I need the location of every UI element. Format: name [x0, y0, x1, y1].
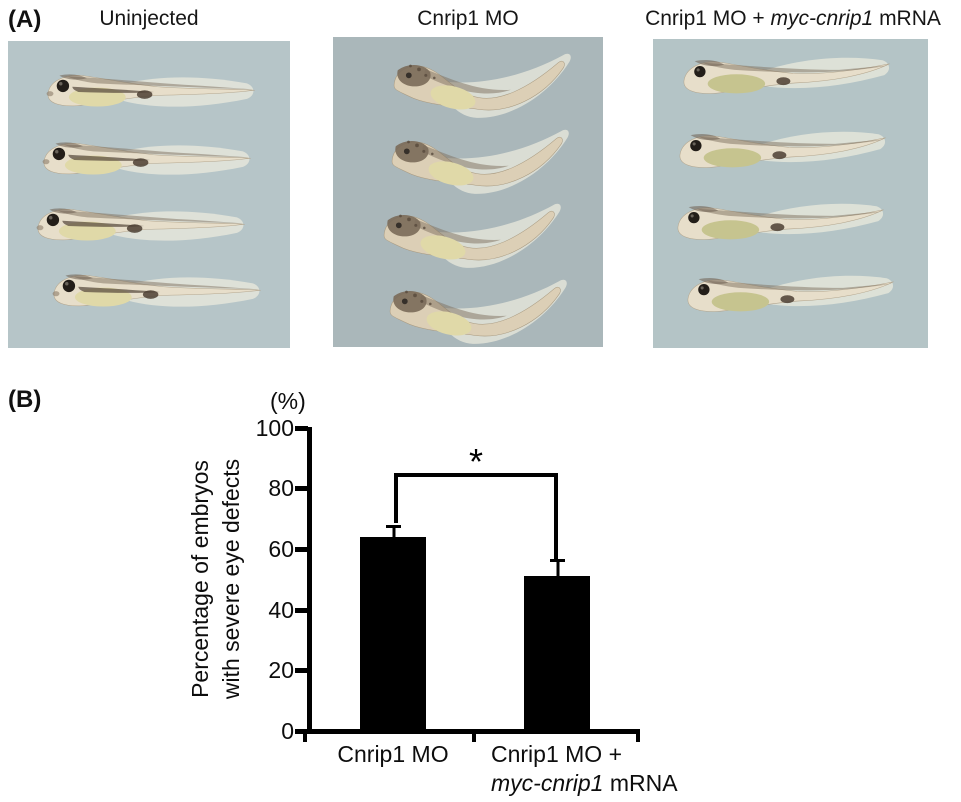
tadpole: [687, 275, 894, 312]
x-category-rest: mRNA: [603, 770, 678, 796]
rescued-embryos-illustration: [677, 57, 894, 312]
error-bar-stem: [392, 525, 395, 537]
x-axis-tick: [303, 734, 307, 742]
tadpole: [52, 273, 262, 308]
panel-a-label: (A): [8, 6, 42, 33]
panel-b-label: (B): [8, 386, 42, 413]
y-axis-tick-label: 100: [255, 415, 294, 441]
y-axis-title-line1: Percentage of embryos: [187, 460, 213, 698]
photo-title-text: Uninjected: [99, 7, 199, 30]
y-axis-tick-label: 60: [268, 536, 294, 562]
photo-title-rescue: Cnrip1 MO + myc-cnrip1 mRNA: [638, 7, 948, 31]
y-axis-tick: [295, 668, 308, 673]
y-axis-tick: [295, 608, 308, 613]
uninjected-embryos-illustration: [36, 73, 262, 308]
photo-title-suffix: mRNA: [873, 7, 941, 30]
x-category-line2: myc-cnrip1 mRNA: [491, 769, 711, 798]
tadpole: [391, 129, 570, 195]
y-axis-tick-label: 80: [268, 475, 294, 501]
bar-cnrip1-mo: [360, 537, 426, 731]
y-axis-tick: [295, 426, 308, 431]
error-bar-cnrip1-mo: [386, 525, 401, 537]
y-axis-tick-label: 20: [268, 657, 294, 683]
x-category-label-cnrip1-mo: Cnrip1 MO: [310, 740, 476, 769]
tadpole: [389, 279, 568, 345]
photo-title-uninjected: Uninjected: [8, 7, 290, 31]
y-axis-tick-label: 40: [268, 597, 294, 623]
embryo-photo-uninjected: [8, 41, 290, 348]
tadpole: [36, 207, 246, 242]
tadpole: [383, 203, 562, 269]
significance-bracket: *: [394, 441, 558, 559]
error-bar-cap: [386, 525, 401, 528]
tadpole: [46, 73, 256, 108]
error-bar-cap: [550, 559, 565, 562]
error-bar-cnrip1-mo-rescue: [550, 559, 565, 576]
y-axis-tick-label: 0: [281, 718, 294, 744]
photo-title-prefix: Cnrip1 MO +: [645, 7, 771, 30]
tadpole: [679, 131, 886, 168]
x-category-label-rescue: Cnrip1 MO + myc-cnrip1 mRNA: [491, 740, 711, 798]
y-axis-tick: [295, 486, 308, 491]
bracket-right-drop: [554, 477, 558, 559]
embryo-photo-rescue: [653, 39, 928, 348]
error-bar-stem: [556, 559, 559, 576]
x-axis-tick: [472, 734, 476, 742]
y-axis-unit-label: (%): [270, 388, 306, 414]
significance-asterisk: *: [468, 441, 484, 482]
tadpole: [393, 53, 572, 119]
bracket-left-drop: [394, 477, 398, 523]
tadpole: [677, 203, 884, 240]
bar-cnrip1-mo-rescue: [524, 576, 590, 731]
photo-title-cnrip1-mo: Cnrip1 MO: [333, 7, 603, 31]
tadpole: [42, 141, 252, 176]
x-axis-line: [303, 729, 640, 734]
x-category-line1: Cnrip1 MO +: [491, 741, 623, 767]
morphant-embryos-illustration: [383, 53, 572, 345]
photo-title-italic: myc-cnrip1: [770, 7, 874, 30]
embryo-photo-cnrip1-mo: [333, 37, 603, 347]
photo-title-text: Cnrip1 MO: [417, 7, 519, 30]
y-axis-tick: [295, 729, 308, 734]
x-axis-tick: [636, 734, 640, 742]
x-category-italic: myc-cnrip1: [491, 770, 604, 796]
tadpole: [683, 57, 890, 94]
y-axis-tick: [295, 547, 308, 552]
x-category-text: Cnrip1 MO: [337, 741, 449, 767]
y-axis-line: [307, 427, 312, 734]
